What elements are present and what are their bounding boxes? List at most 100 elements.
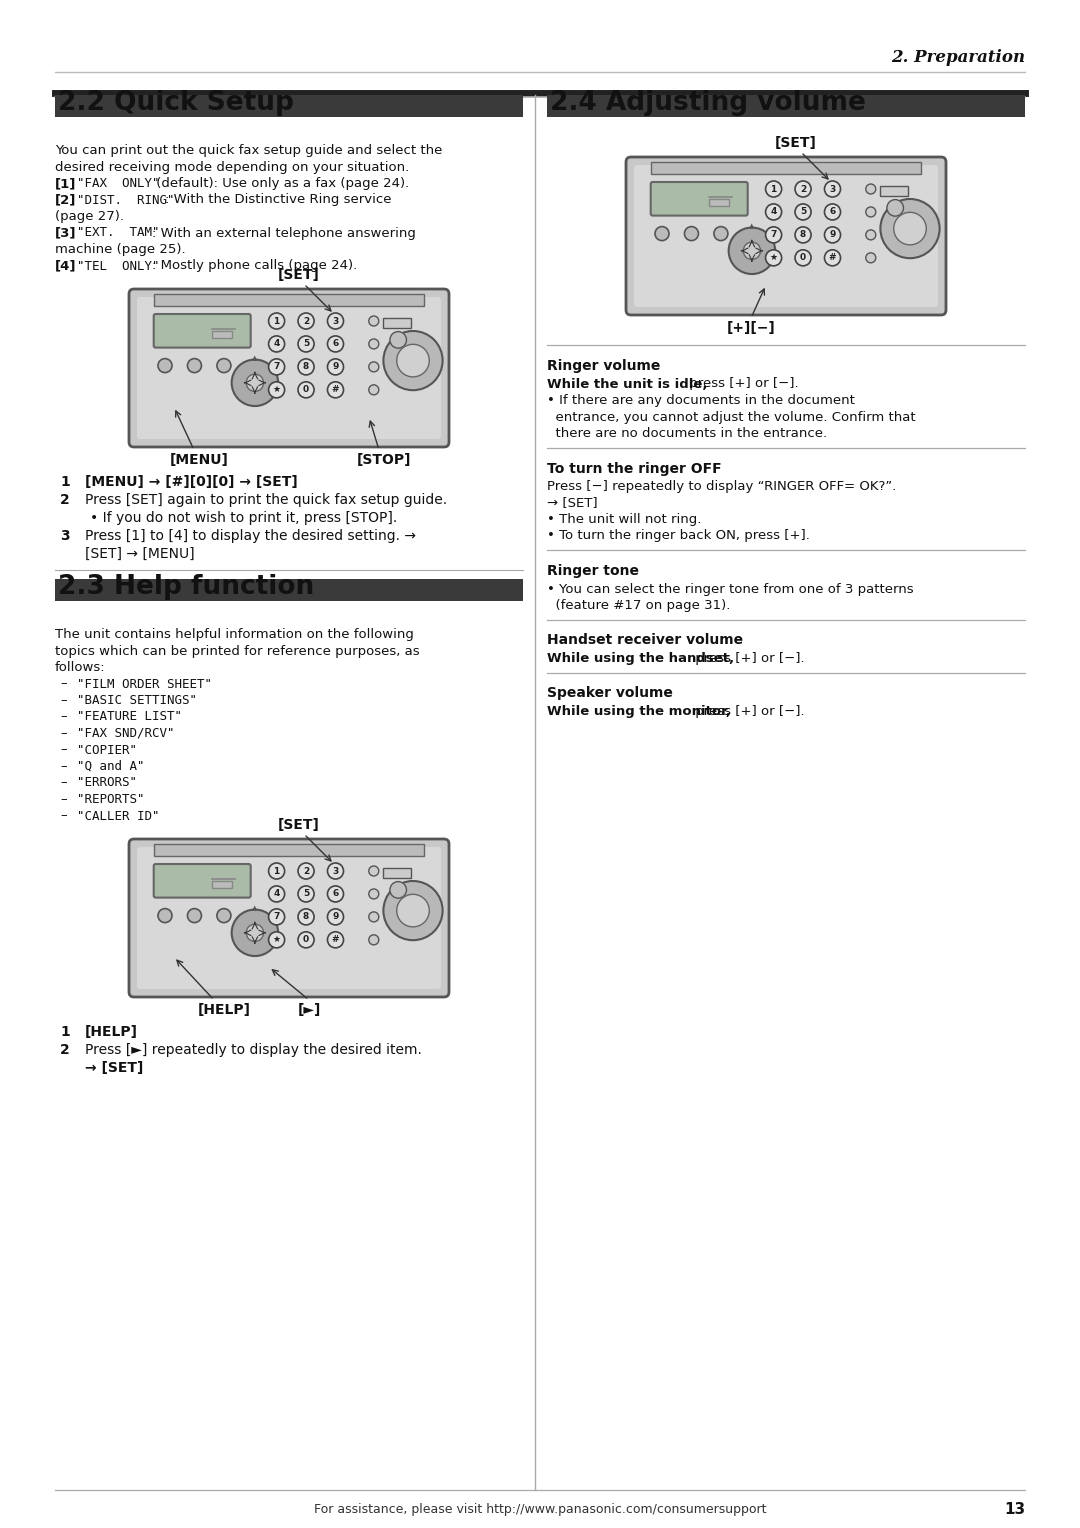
Circle shape — [368, 912, 379, 921]
Text: 8: 8 — [302, 912, 309, 921]
Text: You can print out the quick fax setup guide and select the: You can print out the quick fax setup gu… — [55, 144, 443, 157]
Text: [HELP]: [HELP] — [198, 1002, 251, 1018]
Text: 0: 0 — [303, 935, 309, 944]
Circle shape — [368, 316, 379, 325]
Circle shape — [298, 336, 314, 351]
Circle shape — [824, 249, 840, 266]
Text: 2: 2 — [60, 1044, 70, 1057]
Text: 5: 5 — [302, 339, 309, 348]
Text: 5: 5 — [302, 889, 309, 898]
Text: Ringer tone: Ringer tone — [546, 564, 639, 578]
Bar — [154, 293, 424, 306]
Text: 7: 7 — [273, 362, 280, 371]
Bar — [383, 868, 411, 879]
Text: [HELP]: [HELP] — [85, 1025, 138, 1039]
Text: 2.3 Help function: 2.3 Help function — [58, 575, 314, 601]
Text: : Mostly phone calls (page 24).: : Mostly phone calls (page 24). — [152, 260, 357, 272]
Text: 4: 4 — [273, 889, 280, 898]
Circle shape — [866, 252, 876, 263]
Circle shape — [866, 229, 876, 240]
Circle shape — [298, 886, 314, 902]
Circle shape — [887, 200, 904, 215]
Text: 7: 7 — [770, 231, 777, 240]
Text: [1]: [1] — [55, 177, 77, 189]
Text: ▲: ▲ — [253, 906, 258, 912]
Text: Press [1] to [4] to display the desired setting. →: Press [1] to [4] to display the desired … — [85, 529, 416, 542]
Circle shape — [269, 313, 285, 329]
Circle shape — [824, 226, 840, 243]
Circle shape — [327, 336, 343, 351]
Circle shape — [396, 344, 429, 377]
Text: 7: 7 — [273, 912, 280, 921]
Text: While using the monitor,: While using the monitor, — [546, 704, 731, 718]
Text: ★: ★ — [770, 254, 778, 263]
Bar — [154, 843, 424, 856]
Circle shape — [368, 866, 379, 876]
Circle shape — [246, 374, 264, 391]
Circle shape — [766, 226, 782, 243]
FancyBboxPatch shape — [153, 863, 251, 897]
Circle shape — [327, 382, 343, 397]
Bar — [546, 95, 1025, 118]
Circle shape — [795, 226, 811, 243]
Text: Ringer volume: Ringer volume — [546, 359, 660, 373]
Circle shape — [269, 932, 285, 947]
Circle shape — [824, 203, 840, 220]
Text: [STOP]: [STOP] — [356, 452, 411, 468]
Text: machine (page 25).: machine (page 25). — [55, 243, 186, 257]
Circle shape — [327, 863, 343, 879]
Text: "FILM ORDER SHEET": "FILM ORDER SHEET" — [77, 677, 212, 691]
Bar — [651, 162, 921, 174]
Text: "FAX  ONLY": "FAX ONLY" — [77, 177, 160, 189]
Text: → [SET]: → [SET] — [85, 1060, 144, 1076]
Circle shape — [795, 249, 811, 266]
Text: 2.2 Quick Setup: 2.2 Quick Setup — [58, 90, 294, 116]
Text: "BASIC SETTINGS": "BASIC SETTINGS" — [77, 694, 197, 707]
Text: –: – — [60, 793, 67, 805]
Text: 1: 1 — [60, 1025, 70, 1039]
Text: 2: 2 — [302, 866, 309, 876]
Circle shape — [714, 226, 728, 240]
Text: –: – — [60, 776, 67, 790]
Circle shape — [383, 882, 443, 940]
Text: 2. Preparation: 2. Preparation — [891, 49, 1025, 67]
Text: 1: 1 — [60, 475, 70, 489]
Circle shape — [824, 180, 840, 197]
Text: 4: 4 — [273, 339, 280, 348]
Text: –: – — [60, 694, 67, 707]
Circle shape — [327, 932, 343, 947]
Text: there are no documents in the entrance.: there are no documents in the entrance. — [546, 426, 827, 440]
Bar — [55, 579, 523, 601]
Circle shape — [743, 241, 760, 260]
FancyBboxPatch shape — [153, 313, 251, 347]
Circle shape — [685, 226, 699, 240]
Text: 6: 6 — [829, 208, 836, 217]
Circle shape — [368, 935, 379, 944]
Text: 2: 2 — [800, 185, 806, 194]
Text: –: – — [60, 810, 67, 822]
Circle shape — [269, 359, 285, 374]
Text: : With the Distinctive Ring service: : With the Distinctive Ring service — [165, 194, 392, 206]
Circle shape — [298, 863, 314, 879]
Text: "TEL  ONLY": "TEL ONLY" — [77, 260, 160, 272]
Text: • You can select the ringer tone from one of 3 patterns: • You can select the ringer tone from on… — [546, 582, 914, 596]
Text: "DIST.  RING": "DIST. RING" — [77, 194, 175, 206]
Text: 13: 13 — [1004, 1502, 1025, 1517]
Text: [MENU]: [MENU] — [170, 452, 229, 468]
Circle shape — [188, 359, 202, 373]
Text: follows:: follows: — [55, 662, 106, 674]
Text: "ERRORS": "ERRORS" — [77, 776, 137, 790]
Text: –: – — [60, 759, 67, 773]
Circle shape — [368, 339, 379, 348]
Text: [MENU] → [#][0][0] → [SET]: [MENU] → [#][0][0] → [SET] — [85, 475, 298, 489]
Text: Speaker volume: Speaker volume — [546, 686, 673, 700]
Circle shape — [390, 882, 406, 898]
Circle shape — [327, 909, 343, 924]
Circle shape — [269, 886, 285, 902]
Text: To turn the ringer OFF: To turn the ringer OFF — [546, 461, 721, 475]
Circle shape — [298, 932, 314, 947]
Text: 3: 3 — [333, 866, 339, 876]
Text: (page 27).: (page 27). — [55, 209, 124, 223]
Text: 1: 1 — [770, 185, 777, 194]
Text: "CALLER ID": "CALLER ID" — [77, 810, 160, 822]
